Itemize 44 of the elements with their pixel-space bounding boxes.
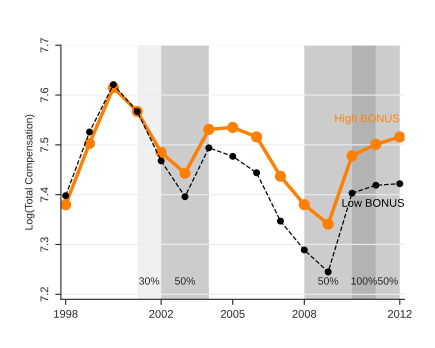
point — [372, 182, 380, 189]
y-tick-label: 7.6 — [40, 88, 48, 102]
y-axis-title: Log(Total Compensation) — [24, 114, 35, 230]
y-tick-label: 7.3 — [40, 237, 48, 252]
y-tick-label: 7.5 — [40, 138, 48, 152]
point — [322, 218, 334, 230]
point — [229, 152, 236, 160]
y-tick-label: 7.4 — [40, 187, 48, 202]
point — [251, 131, 262, 142]
point — [300, 246, 308, 254]
point — [205, 144, 212, 152]
point — [346, 150, 358, 162]
x-tick-label: 2002 — [149, 310, 173, 318]
x-tick-label: 2008 — [292, 310, 316, 318]
point — [179, 168, 191, 179]
x-tick-label: 1998 — [54, 310, 78, 318]
band-label: 30% — [139, 277, 160, 285]
x-tick-label: 2005 — [220, 310, 245, 318]
point — [158, 157, 165, 164]
y-tick-label: 7.2 — [40, 287, 48, 302]
point — [274, 170, 286, 182]
point — [370, 138, 382, 150]
point — [62, 192, 70, 200]
point — [253, 169, 260, 176]
series-label: High BONUS — [335, 114, 400, 124]
band-label: 50% — [318, 277, 338, 285]
x-tick-label: 2012 — [388, 310, 412, 318]
point — [227, 122, 238, 133]
point — [396, 180, 404, 188]
point — [324, 268, 332, 276]
band-label: 50% — [174, 277, 196, 285]
point — [60, 199, 72, 210]
y-tick-label: 7.7 — [40, 38, 48, 52]
band-label: 50% — [378, 277, 398, 285]
point — [394, 131, 405, 142]
point — [298, 199, 310, 210]
point — [156, 146, 167, 158]
point — [84, 138, 96, 149]
point — [203, 124, 214, 135]
point — [348, 190, 356, 197]
band-label: 100% — [351, 277, 377, 285]
point — [182, 193, 188, 200]
point — [276, 218, 284, 225]
point — [86, 128, 94, 136]
